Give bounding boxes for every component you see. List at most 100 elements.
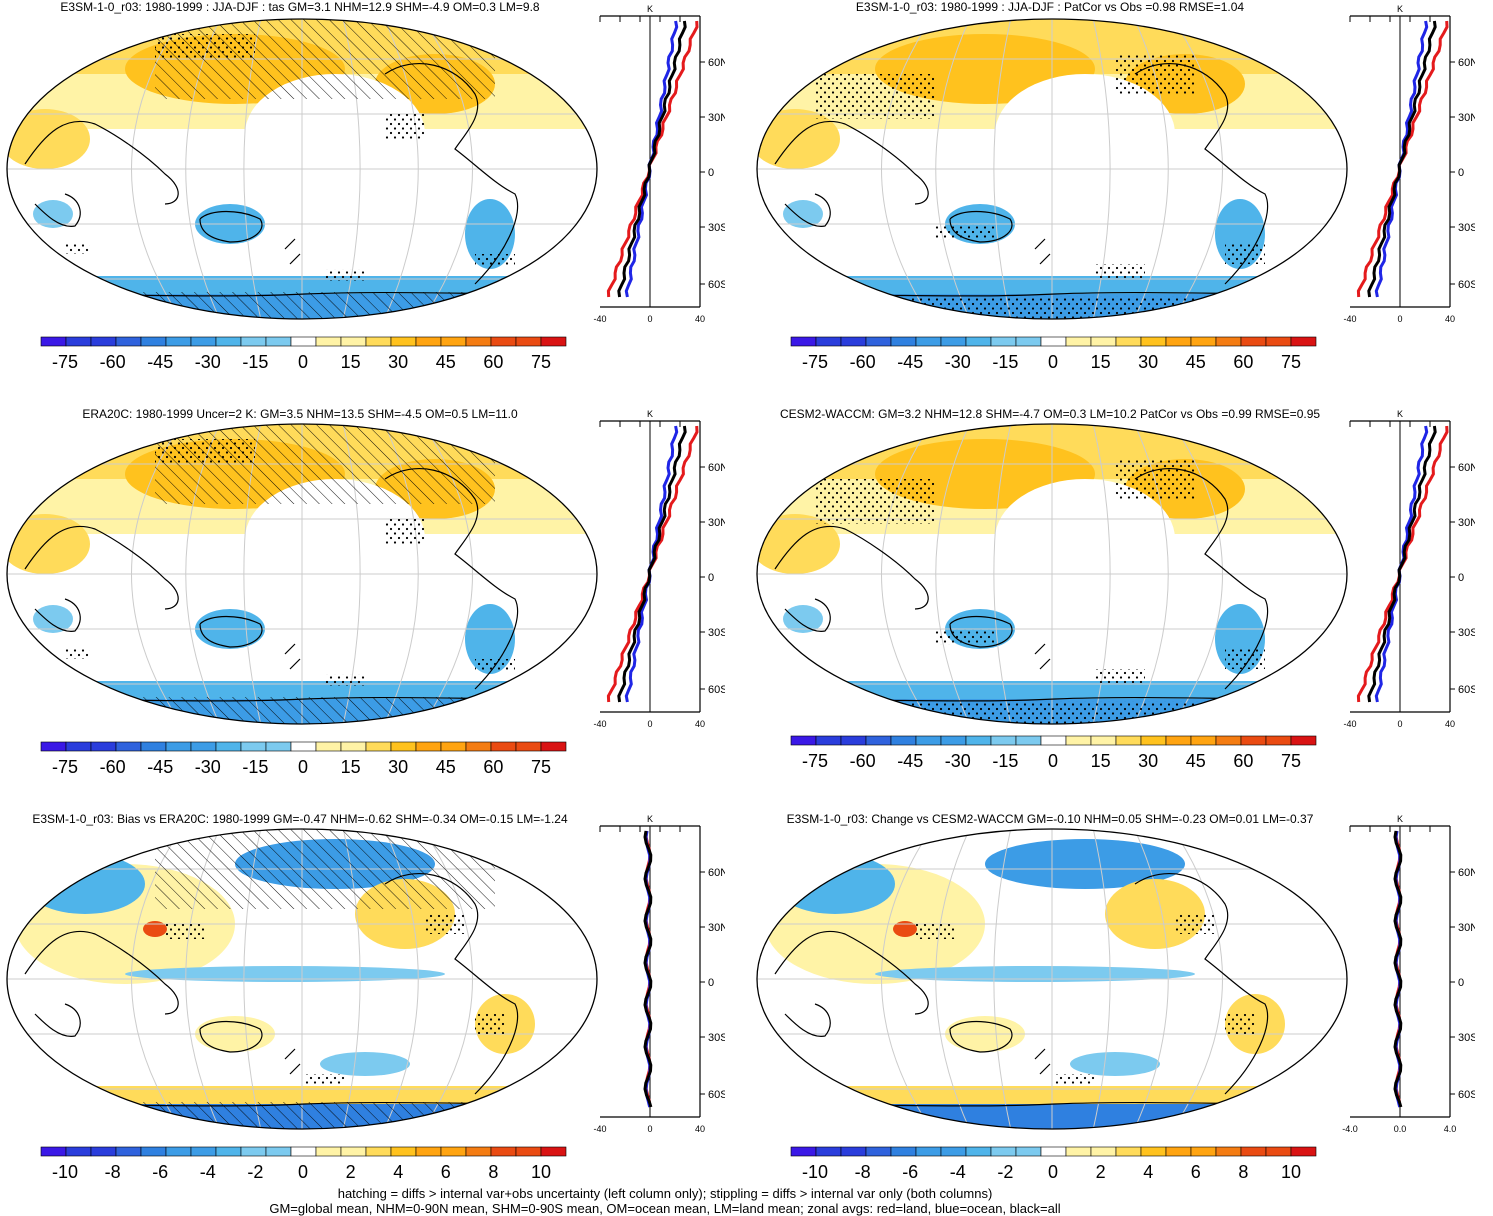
europe-cool-diff (25, 854, 145, 914)
colorbar-label: 60 (483, 757, 503, 777)
stipple-region (935, 224, 995, 240)
colorbar-label: -15 (992, 352, 1018, 372)
zonal-unit-label: K (1397, 4, 1403, 14)
stipple-region (65, 649, 90, 659)
zonal-x-tick: -40 (593, 1124, 606, 1132)
stipple-region (385, 519, 425, 544)
map-border (6, 18, 598, 320)
stipple-region (475, 659, 515, 671)
colorbar-swatch (840, 336, 867, 347)
colorbar: -75 -60 -45 -30 -15 0 15 30 45 60 75 (790, 336, 1317, 372)
colorbar-label: 2 (346, 1162, 356, 1182)
colorbar-swatch (490, 1146, 517, 1157)
panel-p1: E3SM-1-0_r03: 1980-1999 : JJA-DJF : tas … (0, 0, 740, 395)
colorbar-label: 6 (1191, 1162, 1201, 1182)
colorbar-swatch (40, 741, 67, 752)
colorbar-swatch (115, 1146, 142, 1157)
colorbar-label: -6 (902, 1162, 918, 1182)
map-plot (6, 18, 598, 320)
colorbar-swatch (1140, 336, 1167, 347)
colorbar-label: 0 (1048, 1162, 1058, 1182)
colorbar-swatch (1165, 735, 1192, 746)
panel-title: E3SM-1-0_r03: Bias vs ERA20C: 1980-1999 … (32, 812, 568, 826)
colorbar-swatch (65, 741, 92, 752)
colorbar-swatch (840, 1146, 867, 1157)
colorbar-swatch (265, 1146, 292, 1157)
zonal-lat-label: 0 (708, 167, 714, 179)
zonal-x-tick: -40 (1343, 719, 1356, 727)
stipple-region (165, 924, 205, 939)
zonal-x-tick: 0 (647, 1124, 652, 1132)
zonal-lat-label: 30N (708, 112, 725, 124)
stipple-region (1225, 1014, 1255, 1034)
colorbar-swatch (315, 741, 342, 752)
colorbar-label: -60 (100, 352, 126, 372)
map-border (756, 423, 1348, 725)
colorbar: -10 -8 -6 -4 -2 0 2 4 6 8 10 (790, 1146, 1317, 1182)
colorbar-label: -60 (850, 352, 876, 372)
panel-p3: ERA20C: 1980-1999 Uncer=2 K: GM=3.5 NHM=… (0, 405, 740, 800)
colorbar-label: 8 (1238, 1162, 1248, 1182)
colorbar-swatch (1215, 336, 1242, 347)
zonal-x-tick: -40 (1343, 314, 1356, 322)
colorbar-swatch (940, 735, 967, 746)
africa-cool (33, 200, 73, 228)
samerica-cool (465, 199, 515, 269)
footer-line-2: GM=global mean, NHM=0-90N mean, SHM=0-90… (269, 1201, 1061, 1216)
colorbar-swatch (540, 1146, 567, 1157)
panel-title: E3SM-1-0_r03: 1980-1999 : JJA-DJF : PatC… (855, 0, 1245, 14)
zonal-mean-plot: K -40 0 40 60N 30N 0 30S 60S (593, 409, 725, 727)
colorbar-swatch (140, 741, 167, 752)
colorbar-swatch (865, 1146, 892, 1157)
zonal-unit-label: K (1397, 409, 1403, 419)
stipple-region (1095, 669, 1145, 683)
colorbar-label: -75 (802, 352, 828, 372)
colorbar-label: 15 (341, 757, 361, 777)
panel-title: E3SM-1-0_r03: 1980-1999 : JJA-DJF : tas … (60, 0, 540, 14)
colorbar-label: 15 (1091, 751, 1111, 771)
colorbar: -75 -60 -45 -30 -15 0 15 30 45 60 75 (40, 336, 567, 372)
colorbar-label: -30 (945, 352, 971, 372)
colorbar-label: 60 (1233, 751, 1253, 771)
zonal-x-tick: 40 (695, 1124, 705, 1132)
colorbar-label: 30 (388, 757, 408, 777)
colorbar-label: 45 (436, 757, 456, 777)
colorbar-swatch (240, 741, 267, 752)
zonal-lat-label: 30N (708, 922, 725, 934)
colorbar-swatch (490, 741, 517, 752)
colorbar-swatch (90, 336, 117, 347)
colorbar-label: 8 (488, 1162, 498, 1182)
colorbar-swatch (890, 1146, 917, 1157)
colorbar-swatch (165, 1146, 192, 1157)
colorbar-swatch (990, 735, 1017, 746)
stipple-region (1055, 1074, 1095, 1084)
zonal-lat-label: 60N (1458, 462, 1475, 474)
colorbar-swatch (340, 336, 367, 347)
colorbar-label: -30 (945, 751, 971, 771)
colorbar-label: -8 (105, 1162, 121, 1182)
colorbar-label: -60 (850, 751, 876, 771)
colorbar-swatch (290, 1146, 317, 1157)
colorbar-label: -4 (200, 1162, 216, 1182)
colorbar-label: -15 (992, 751, 1018, 771)
colorbar-label: -45 (897, 352, 923, 372)
panel-p5: E3SM-1-0_r03: Bias vs ERA20C: 1980-1999 … (0, 810, 740, 1205)
zonal-all-line (643, 830, 653, 1108)
colorbar-swatch (915, 336, 942, 347)
colorbar-swatch (390, 336, 417, 347)
colorbar-swatch (965, 336, 992, 347)
africa-cool (783, 200, 823, 228)
stipple-region (815, 74, 935, 119)
colorbar-label: -15 (242, 757, 268, 777)
colorbar-swatch (390, 1146, 417, 1157)
colorbar-swatch (1240, 735, 1267, 746)
africa-cool (783, 605, 823, 633)
zonal-x-tick: 40 (695, 314, 705, 322)
zonal-lat-label: 60S (1458, 1089, 1475, 1101)
colorbar-swatch (1190, 735, 1217, 746)
zonal-lat-label: 60S (708, 684, 725, 696)
stipple-region (1225, 244, 1265, 264)
zonal-lat-label: 60N (708, 462, 725, 474)
colorbar-label: 10 (531, 1162, 551, 1182)
colorbar-swatch (465, 336, 492, 347)
